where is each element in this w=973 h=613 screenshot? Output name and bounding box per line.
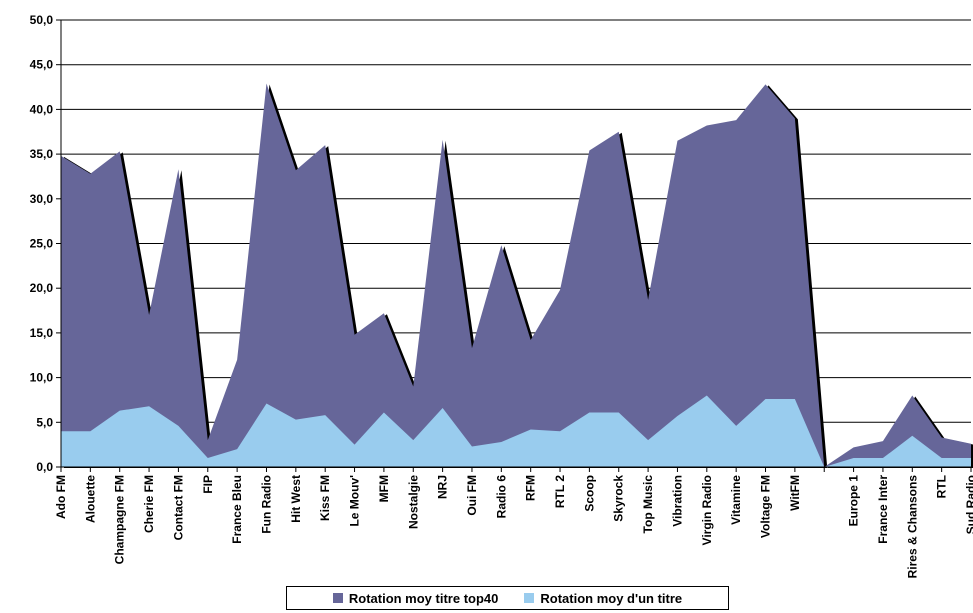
x-tick-label: Europe 1 xyxy=(847,475,861,527)
x-tick-label: France Inter xyxy=(876,475,890,544)
x-tick-label: Scoop xyxy=(582,475,596,512)
series-area-0 xyxy=(61,83,971,467)
x-tick-label: Rires & Chansons xyxy=(905,475,919,579)
x-tick-label: Skyrock xyxy=(612,475,626,522)
x-tick-label: Ado FM xyxy=(54,475,68,519)
x-tick-label: Contact FM xyxy=(171,475,185,540)
y-tick-label: 15,0 xyxy=(30,326,54,340)
x-tick-label: Champagne FM xyxy=(113,475,127,564)
legend-item-titre: Rotation moy d'un titre xyxy=(524,591,682,606)
y-tick-label: 25,0 xyxy=(30,237,54,251)
x-tick-label: RFM xyxy=(524,475,538,501)
x-tick-labels: Ado FM Alouette Champagne FM Cherie FM Conta… xyxy=(54,475,973,579)
y-tick-label: 35,0 xyxy=(30,147,54,161)
x-tick-label: Oui FM xyxy=(465,475,479,516)
x-tick-label: Hit West xyxy=(289,475,303,523)
x-tick-label: Top Music xyxy=(641,475,655,534)
x-tick-label: MFM xyxy=(377,475,391,502)
y-tick-label: 10,0 xyxy=(30,371,54,385)
axes xyxy=(56,19,972,472)
y-tick-label: 50,0 xyxy=(30,13,54,27)
y-tick-label: 0,0 xyxy=(36,460,53,474)
x-tick-label: Fun Radio xyxy=(259,475,273,534)
legend: Rotation moy titre top40 Rotation moy d'… xyxy=(286,586,729,610)
x-tick-label: Kiss FM xyxy=(318,475,332,521)
x-tick-label: RTL 2 xyxy=(553,475,567,508)
x-tick-label: Nostalgie xyxy=(406,475,420,529)
x-tick-label: Voltage FM xyxy=(759,475,773,538)
legend-swatch-titre xyxy=(524,593,535,603)
x-tick-label: NRJ xyxy=(436,475,450,499)
y-tick-label: 40,0 xyxy=(30,102,54,116)
legend-swatch-top40 xyxy=(332,593,343,603)
x-tick-label: Vitamine xyxy=(729,475,743,525)
x-tick-label: Virgin Radio xyxy=(700,475,714,545)
y-tick-label: 20,0 xyxy=(30,281,54,295)
x-tick-label: RTL xyxy=(935,475,949,498)
x-tick-label: France Bleu xyxy=(230,475,244,544)
legend-label-top40: Rotation moy titre top40 xyxy=(348,590,499,606)
series-area-1 xyxy=(61,395,971,467)
x-tick-label: WitFM xyxy=(788,475,802,511)
x-tick-label: Sud Radio xyxy=(964,475,973,534)
x-tick-label: Alouette xyxy=(83,475,97,523)
y-tick-label: 45,0 xyxy=(30,58,54,72)
x-tick-label: Radio 6 xyxy=(494,475,508,519)
legend-label-titre: Rotation moy d'un titre xyxy=(540,590,683,606)
legend-item-top40: Rotation moy titre top40 xyxy=(332,590,499,606)
area-series xyxy=(61,83,971,467)
x-tick-label: Vibration xyxy=(670,475,684,527)
gridlines xyxy=(61,19,971,423)
y-tick-labels: 0,0 5,0 10,0 15,0 20,0 25,0 30,0 35,0 40,0 45,0 50… xyxy=(30,13,54,474)
y-tick-label: 5,0 xyxy=(36,415,53,429)
x-tick-label: Le Mouv' xyxy=(348,475,362,527)
x-tick-label: FIP xyxy=(201,475,215,494)
x-tick-label: Cherie FM xyxy=(142,475,156,533)
y-tick-label: 30,0 xyxy=(30,192,54,206)
